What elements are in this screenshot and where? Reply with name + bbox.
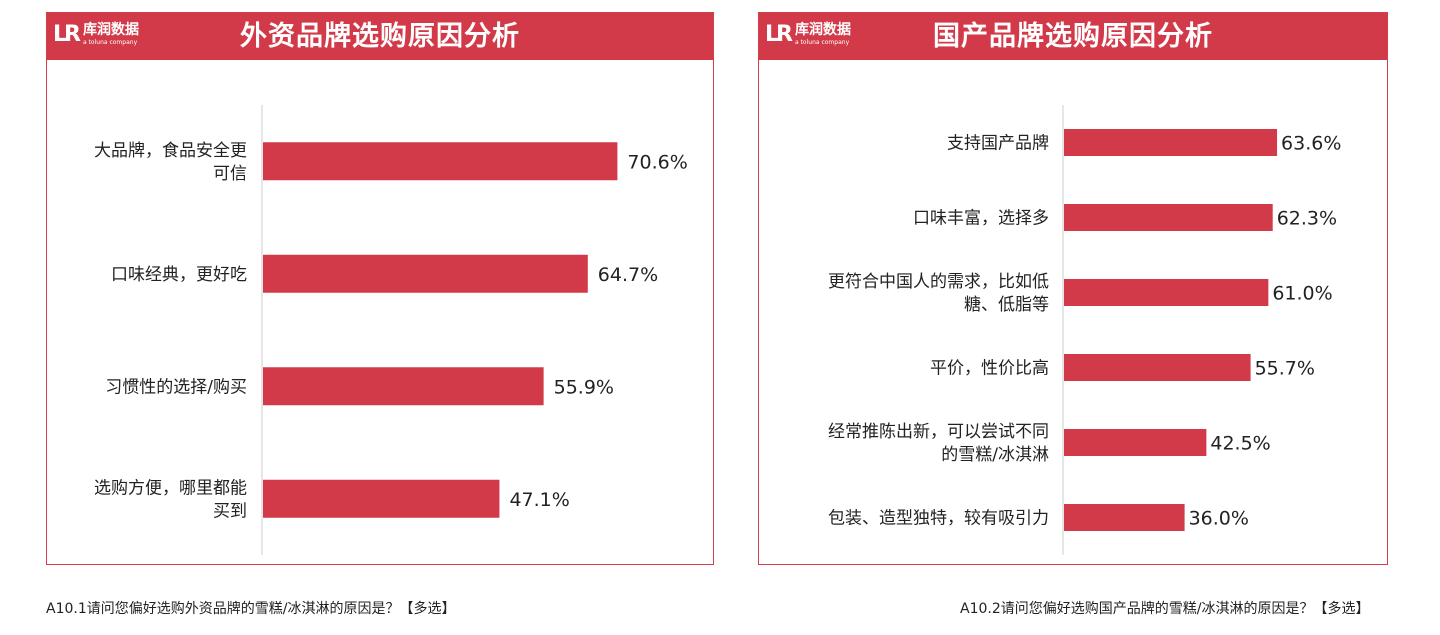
- logo-mark-icon: LR: [765, 22, 793, 47]
- logo-subtitle: a toluna company: [795, 39, 850, 46]
- category-label: 口味经典，更好吃: [111, 265, 247, 285]
- bar: [263, 142, 618, 181]
- chart-panel-foreign: LR 库润数据 a toluna company 外资品牌选购原因分析 70.6…: [46, 12, 714, 565]
- chart-title: 外资品牌选购原因分析: [240, 21, 520, 52]
- category-label: 大品牌，食品安全更: [94, 141, 247, 161]
- category-label: 经常推陈出新，可以尝试不同: [828, 422, 1049, 442]
- category-label: 习惯性的选择/购买: [105, 377, 247, 397]
- category-label: 买到: [213, 501, 247, 521]
- category-label: 糖、低脂等: [964, 295, 1049, 315]
- category-label: 支持国产品牌: [947, 134, 1049, 154]
- brand-logo: LR 库润数据 a toluna company: [765, 21, 875, 53]
- data-label: 55.9%: [554, 376, 614, 398]
- bar-chart-domestic: 63.6% 支持国产品牌 62.3% 口味丰富，选择多 61.0% 更符合中国人的需求，比…: [828, 105, 1341, 555]
- bar: [1064, 354, 1251, 381]
- category-label: 更符合中国人的需求，比如低: [828, 272, 1049, 292]
- bar: [263, 367, 544, 406]
- bar: [1064, 129, 1278, 156]
- category-label: 口味丰富，选择多: [913, 209, 1049, 229]
- data-label: 70.6%: [627, 151, 687, 173]
- logo-name: 库润数据: [83, 22, 139, 38]
- data-label: 36.0%: [1189, 508, 1249, 530]
- bar: [1064, 279, 1269, 306]
- logo-name: 库润数据: [795, 22, 851, 38]
- question-caption: A10.1请问您偏好选购外资品牌的雪糕/冰淇淋的原因是？【多选】: [46, 601, 456, 617]
- data-label: 63.6%: [1281, 133, 1341, 155]
- chart-panel-domestic: LR 库润数据 a toluna company 国产品牌选购原因分析 63.6…: [758, 12, 1388, 565]
- data-label: 42.5%: [1210, 433, 1270, 455]
- data-label: 55.7%: [1255, 358, 1315, 380]
- data-label: 61.0%: [1272, 283, 1332, 305]
- category-label: 的雪糕/冰淇淋: [941, 445, 1049, 465]
- category-label: 包装、造型独特，较有吸引力: [828, 509, 1049, 529]
- bar: [1064, 429, 1207, 456]
- chart-title: 国产品牌选购原因分析: [933, 21, 1213, 52]
- bar: [1064, 504, 1185, 531]
- logo-subtitle: a toluna company: [83, 39, 138, 46]
- data-label: 62.3%: [1277, 208, 1337, 230]
- data-label: 47.1%: [509, 489, 569, 511]
- brand-logo: LR 库润数据 a toluna company: [53, 21, 163, 53]
- category-label: 选购方便，哪里都能: [94, 478, 247, 498]
- bar: [1064, 204, 1273, 231]
- category-label: 可信: [213, 164, 247, 184]
- bar: [263, 254, 588, 293]
- bar: [263, 479, 500, 518]
- panel-header: LR 库润数据 a toluna company 国产品牌选购原因分析: [759, 13, 1387, 60]
- category-label: 平价，性价比高: [930, 359, 1049, 379]
- data-label: 64.7%: [598, 264, 658, 286]
- question-caption: A10.2请问您偏好选购国产品牌的雪糕/冰淇淋的原因是？【多选】: [960, 601, 1370, 617]
- panel-header: LR 库润数据 a toluna company 外资品牌选购原因分析: [47, 13, 713, 60]
- logo-mark-icon: LR: [53, 22, 81, 47]
